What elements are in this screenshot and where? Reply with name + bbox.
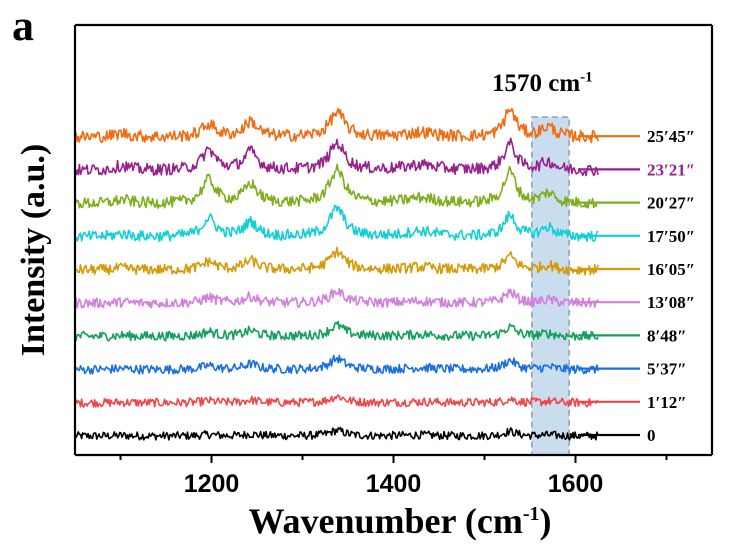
series-line-5: [74, 246, 599, 276]
legend-label-4: 13′08″: [647, 293, 695, 312]
peak-annotation: 1570 cm-1: [492, 69, 593, 97]
legend-label-8: 23′21″: [647, 160, 695, 179]
x-tick-label: 1200: [184, 470, 240, 498]
legend-label-1: 1′12″: [647, 393, 687, 412]
legend-label-5: 16′05″: [647, 260, 695, 279]
legend-layer: 0 1′12″ 5′37″ 8′48″ 13′08″ 16′05″ 17′50″ 20′27″…: [578, 127, 695, 445]
series-line-4: [74, 287, 599, 309]
legend-label-9: 25′45″: [647, 127, 695, 146]
x-tick-label: 1600: [548, 470, 604, 498]
legend-label-3: 8′48″: [647, 326, 687, 345]
legend-label-2: 5′37″: [647, 360, 687, 379]
legend-label-6: 17′50″: [647, 227, 695, 246]
series-line-7: [74, 163, 599, 209]
legend-label-0: 0: [647, 426, 656, 445]
axes-layer: 1200 1400 1600: [73, 23, 714, 498]
series-layer: [74, 107, 599, 441]
x-tick-label: 1400: [366, 470, 422, 498]
series-line-0: [74, 426, 599, 441]
x-axis-label: Wavenumber (cm-1): [248, 501, 552, 541]
series-line-9: [74, 107, 599, 144]
panel-label: a: [12, 1, 34, 50]
y-axis-label: Intensity (a.u.): [15, 143, 52, 357]
series-line-8: [74, 137, 599, 177]
legend-label-7: 20′27″: [647, 194, 695, 213]
series-line-6: [74, 204, 599, 242]
series-line-3: [74, 320, 599, 342]
series-line-1: [74, 394, 599, 408]
series-line-2: [74, 354, 599, 375]
